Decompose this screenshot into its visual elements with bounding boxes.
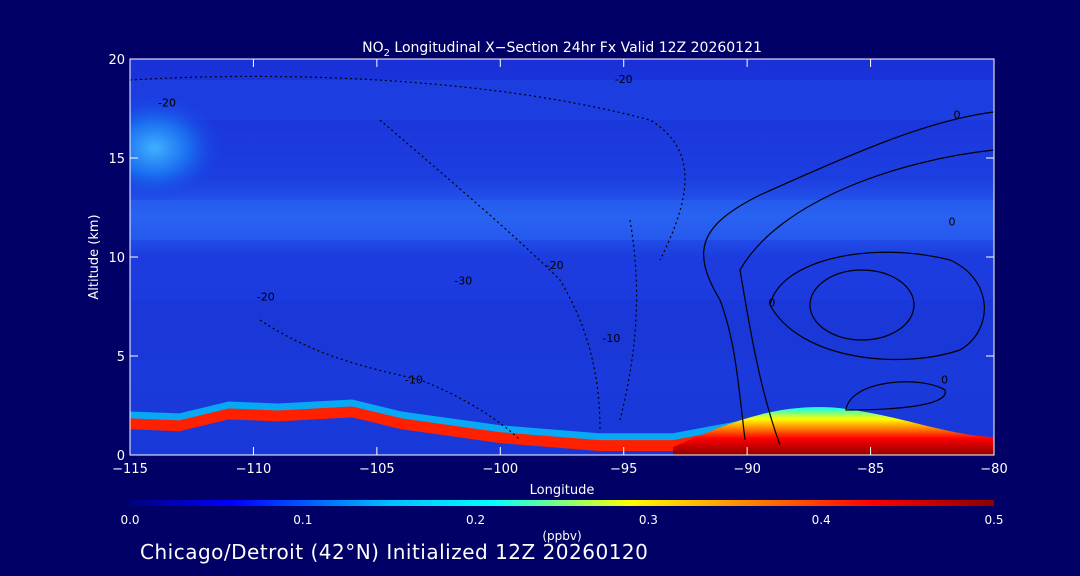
band-lower: [130, 300, 994, 360]
x-tick-label: −100: [482, 462, 518, 477]
contour-dashed-2: [379, 119, 601, 431]
x-axis-label: Longitude: [530, 483, 595, 498]
x-tick-label: −80: [980, 462, 1007, 477]
colorbar-label: (ppbv): [542, 529, 581, 543]
field-background: [130, 59, 994, 455]
y-axis-label: Altitude (km): [87, 214, 102, 299]
colorbar-tick-label: 0.4: [812, 513, 831, 527]
y-axis: 0 5 10 15 20: [108, 53, 994, 464]
colorbar-tick-label: 0.3: [639, 513, 658, 527]
title-subscript: 2: [384, 48, 390, 59]
contour-dashed-3: [259, 319, 521, 441]
contour-label: -10: [405, 374, 423, 387]
y-tick-label: 10: [108, 251, 125, 266]
upper-plume: [130, 93, 225, 204]
contour-label: -30: [454, 275, 472, 288]
x-tick-label: −105: [359, 462, 395, 477]
plot-area: -20 -20 -30 -20 -10 -10 -20 0 0 0 0: [130, 59, 994, 455]
contour-labels: -20 -20 -30 -20 -10 -10 -20 0 0 0 0: [158, 73, 960, 387]
contour-label: 0: [941, 374, 948, 387]
contour-label: -10: [602, 332, 620, 345]
contour-solid-lower: [845, 381, 946, 411]
y-tick-label: 20: [108, 53, 125, 68]
contour-label: -20: [158, 97, 176, 110]
contour-label: -20: [257, 291, 275, 304]
contour-solid-outer: [703, 111, 994, 441]
footer-caption: Chicago/Detroit (42°N) Initialized 12Z 2…: [140, 540, 649, 564]
chart-title: NO2 Longitudinal X−Section 24hr Fx Valid…: [362, 40, 762, 59]
band-mid: [130, 200, 994, 240]
x-tick-label: −90: [733, 462, 760, 477]
contour-label: 0: [953, 108, 960, 121]
high-concentration-region: [673, 407, 994, 455]
contour-solid-loop: [769, 251, 985, 361]
colorbar-tick-label: 0.2: [466, 513, 485, 527]
contour-label: -20: [615, 73, 633, 86]
x-tick-label: −115: [112, 462, 148, 477]
colorbar-tick-label: 0.5: [984, 513, 1003, 527]
contour-solid-inner: [739, 149, 994, 446]
y-tick-label: 5: [117, 350, 125, 365]
x-tick-label: −95: [610, 462, 637, 477]
colorbar-tick-label: 0.0: [120, 513, 139, 527]
colorbar-ticks: 0.0 0.1 0.2 0.3 0.4 0.5: [120, 513, 1003, 527]
title-prefix: NO: [362, 40, 384, 56]
x-tick-label: −85: [857, 462, 884, 477]
contour-lines: [130, 75, 994, 446]
contour-label: 0: [768, 297, 775, 310]
title-suffix: Longitudinal X−Section 24hr Fx Valid 12Z…: [390, 40, 762, 56]
colorbar: [130, 500, 994, 506]
contour-label: 0: [949, 215, 956, 228]
y-tick-label: 0: [117, 449, 125, 464]
colorbar-tick-label: 0.1: [293, 513, 312, 527]
y-tick-label: 15: [108, 152, 125, 167]
x-axis: −115 −110 −105 −100 −95 −90 −85 −80: [112, 59, 1008, 477]
band-upper: [130, 80, 994, 120]
x-tick-label: −110: [236, 462, 272, 477]
contour-label: -20: [546, 259, 564, 272]
contour-solid-core: [809, 269, 915, 341]
